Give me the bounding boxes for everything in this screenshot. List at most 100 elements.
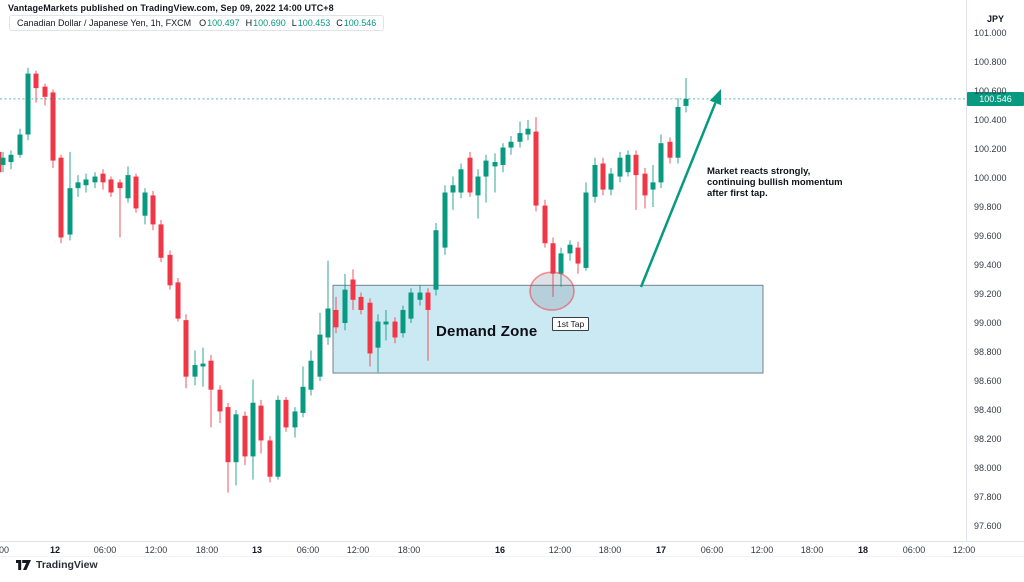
candle — [417, 285, 423, 306]
candle — [275, 395, 281, 480]
bullish-arrow[interactable] — [639, 89, 721, 288]
price-tick-label: 98.400 — [974, 405, 1002, 415]
candle — [650, 164, 656, 207]
time-tick-label: 18:00 — [195, 545, 219, 555]
candle — [633, 150, 639, 210]
price-tick-label: 100.200 — [974, 144, 1007, 154]
tap-highlight-circle[interactable] — [529, 271, 575, 311]
price-axis-separator — [966, 0, 967, 541]
candle — [308, 350, 314, 396]
price-tick-label: 100.800 — [974, 57, 1007, 67]
candle — [208, 354, 214, 428]
time-tick-label: 12:00 — [346, 545, 370, 555]
price-tick-label: 99.400 — [974, 260, 1002, 270]
candle — [200, 347, 206, 387]
candle — [667, 137, 673, 164]
tradingview-logo-icon[interactable] — [16, 559, 31, 571]
candle — [167, 250, 173, 290]
candle — [525, 120, 531, 141]
candle — [0, 151, 6, 173]
first-tap-label[interactable]: 1st Tap — [552, 317, 590, 331]
candle — [42, 83, 48, 106]
candle — [250, 379, 256, 480]
candle — [108, 176, 114, 197]
symbol-legend[interactable]: Canadian Dollar / Japanese Yen, 1h, FXCM… — [9, 15, 385, 31]
candle — [542, 199, 548, 248]
candle — [475, 169, 481, 219]
candle — [533, 117, 539, 212]
price-tick-label: 98.800 — [974, 347, 1002, 357]
time-tick-label: 13 — [251, 545, 263, 555]
candle — [17, 128, 23, 158]
price-tick-label: 98.000 — [974, 463, 1002, 473]
candle — [567, 240, 573, 261]
price-tick-label: 97.600 — [974, 521, 1002, 531]
candle — [592, 157, 598, 203]
time-tick-label: 18:00 — [800, 545, 824, 555]
candle — [342, 273, 348, 331]
time-axis[interactable]: 00 12 06:00 12:00 18:00 13 06:00 12:00 18:00 16 12… — [0, 542, 1024, 557]
candle — [8, 150, 14, 170]
time-tick-label: 16 — [494, 545, 506, 555]
ohlc-readout: O 100.497 H 100.690 L 100.453 C 100.546 — [199, 18, 376, 28]
candle — [142, 188, 148, 225]
candle — [517, 121, 523, 148]
time-tick-label: 00 — [0, 545, 10, 555]
candle — [583, 182, 589, 271]
candle — [617, 151, 623, 183]
price-tick-label: 101.000 — [974, 28, 1007, 38]
time-tick-label: 18:00 — [397, 545, 421, 555]
price-tick-label: 100.600 — [974, 86, 1007, 96]
candle — [292, 407, 298, 438]
time-axis-separator — [0, 541, 1024, 542]
candle — [183, 314, 189, 389]
candle — [483, 154, 489, 203]
publisher-line: VantageMarkets published on TradingView.… — [8, 3, 334, 13]
candle — [508, 135, 514, 155]
price-tick-label: 100.000 — [974, 173, 1007, 183]
candle — [317, 312, 323, 381]
candle — [367, 298, 373, 367]
candle — [133, 173, 139, 213]
candle — [383, 309, 389, 341]
price-tick-label: 97.800 — [974, 492, 1002, 502]
symbol-title: Canadian Dollar / Japanese Yen, 1h, FXCM — [17, 18, 192, 28]
high-label: H — [245, 18, 253, 28]
price-axis-currency: JPY — [987, 14, 1005, 24]
candle — [500, 143, 506, 173]
candle — [675, 98, 681, 164]
time-tick-label: 12:00 — [548, 545, 572, 555]
demand-zone-label: Demand Zone — [436, 323, 538, 340]
price-axis[interactable]: JPY 100.546 101.000 100.800 100.600 100.400… — [967, 0, 1024, 541]
price-tick-label: 99.800 — [974, 202, 1002, 212]
candle — [658, 134, 664, 189]
candle — [358, 292, 364, 315]
candle — [625, 150, 631, 177]
candle — [50, 89, 56, 168]
candle — [225, 402, 231, 493]
price-tick-label: 100.400 — [974, 115, 1007, 125]
candle — [267, 436, 273, 483]
candle — [375, 314, 381, 373]
candle — [683, 77, 689, 113]
close-value: 100.546 — [343, 18, 377, 28]
tradingview-brand-text[interactable]: TradingView — [36, 559, 98, 571]
candle — [233, 410, 239, 486]
time-tick-label: 12:00 — [952, 545, 976, 555]
time-tick-label: 12:00 — [144, 545, 168, 555]
open-label: O — [199, 18, 207, 28]
candle — [150, 191, 156, 231]
price-tick-label: 98.200 — [974, 434, 1002, 444]
candle — [425, 288, 431, 361]
candle — [125, 166, 131, 203]
low-value: 100.453 — [297, 18, 331, 28]
candle — [608, 167, 614, 196]
candle — [242, 411, 248, 466]
time-tick-label: 18:00 — [598, 545, 622, 555]
price-tick-label: 98.600 — [974, 376, 1002, 386]
candle — [300, 366, 306, 418]
price-tick-label: 99.600 — [974, 231, 1002, 241]
candle — [600, 157, 606, 196]
candle — [333, 296, 339, 334]
